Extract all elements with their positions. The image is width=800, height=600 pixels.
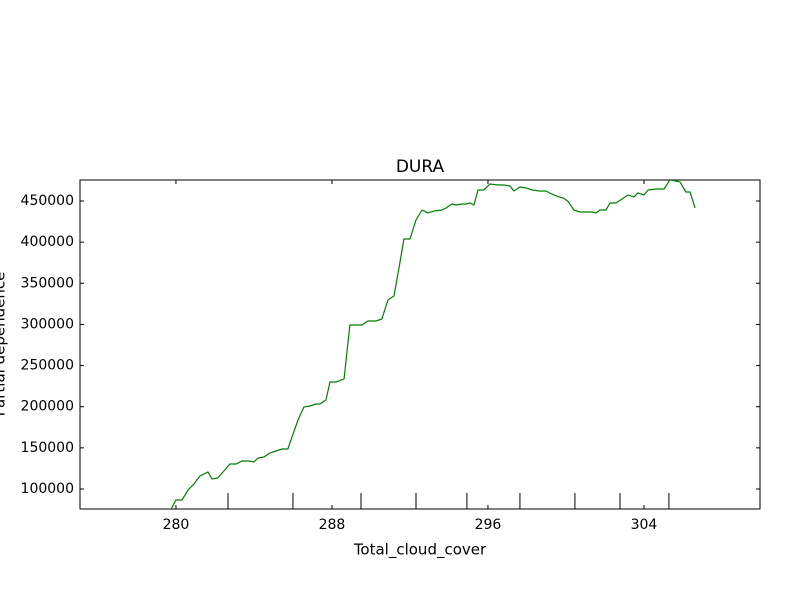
data-line — [170, 180, 696, 509]
y-axis-label: Partial dependence — [0, 272, 9, 417]
x-tick-label: 296 — [475, 517, 502, 533]
chart-title: DURA — [396, 157, 445, 177]
y-tick-label: 150000 — [21, 440, 74, 456]
x-tick-label: 280 — [163, 517, 190, 533]
y-tick-label: 100000 — [21, 481, 74, 497]
y-tick-label: 450000 — [21, 193, 74, 209]
y-tick-label: 400000 — [21, 234, 74, 250]
y-tick-label: 200000 — [21, 399, 74, 415]
x-tick-label: 304 — [631, 517, 658, 533]
x-tick-label: 288 — [319, 517, 346, 533]
plot-frame — [79, 179, 761, 510]
y-tick-label: 250000 — [21, 358, 74, 374]
y-tick-label: 350000 — [21, 275, 74, 291]
y-tick-label: 300000 — [21, 316, 74, 332]
x-axis-label: Total_cloud_cover — [353, 541, 487, 560]
